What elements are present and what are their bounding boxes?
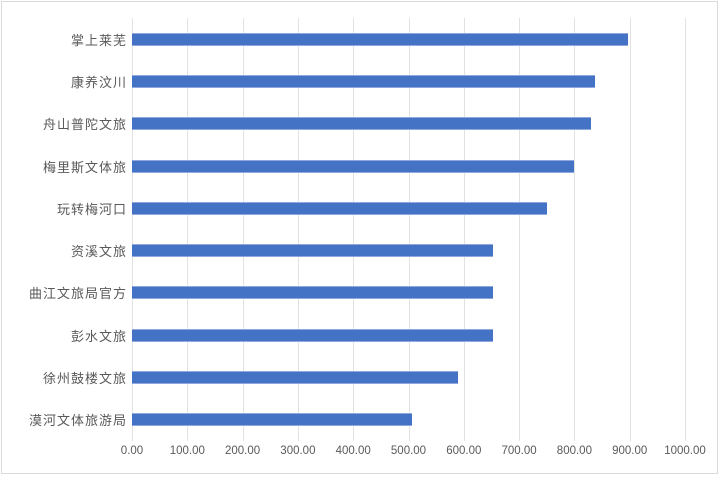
- category-label-row: 梅里斯文体旅: [0, 145, 127, 187]
- gridline: [463, 18, 465, 441]
- gridline: [353, 18, 355, 441]
- bar: [132, 201, 547, 215]
- bar: [132, 371, 458, 385]
- gridline: [519, 18, 521, 441]
- category-axis: 掌上莱芜康养汶川舟山普陀文旅 梅里斯文体旅玩转梅河口资溪文旅曲江文旅局官方彭水文旅…: [0, 18, 127, 441]
- bar: [132, 117, 591, 131]
- bar-rows: [132, 18, 685, 441]
- x-tick-label: 400.00: [335, 445, 371, 457]
- bar-row: [132, 187, 685, 229]
- x-tick-label: 100.00: [169, 445, 205, 457]
- category-label-row: 彭水文旅: [0, 314, 127, 356]
- bar: [132, 244, 493, 258]
- x-tick-label: 900.00: [612, 445, 648, 457]
- x-tick-label: 700.00: [501, 445, 537, 457]
- category-label-row: 曲江文旅局官方: [0, 272, 127, 314]
- bar-row: [132, 103, 685, 145]
- bar-row: [132, 356, 685, 398]
- category-label-row: 徐州鼓楼文旅: [0, 356, 127, 398]
- x-tick-label: 500.00: [390, 445, 427, 457]
- bar-row: [132, 60, 685, 102]
- category-label: 康养汶川: [70, 74, 127, 90]
- category-label: 彭水文旅: [70, 328, 127, 344]
- category-label-row: 掌上莱芜: [0, 18, 127, 60]
- x-tick-label: 800.00: [556, 445, 592, 457]
- plot-area: [132, 18, 686, 441]
- bar: [132, 32, 629, 46]
- category-label-row: 漠河文体旅游局: [0, 399, 127, 441]
- bar-row: [132, 399, 685, 441]
- gridline: [242, 18, 244, 441]
- bar: [132, 159, 575, 173]
- gridline: [132, 18, 133, 441]
- gridline: [574, 18, 576, 441]
- category-label: 漠河文体旅游局: [28, 413, 127, 429]
- x-tick-label: 200.00: [225, 445, 261, 457]
- bar-row: [132, 145, 685, 187]
- category-label-row: 玩转梅河口: [0, 187, 127, 229]
- bar-row: [132, 18, 685, 60]
- bar-row: [132, 229, 685, 271]
- gridline: [685, 18, 686, 441]
- value-axis: 0.00 100.00 200.00 300.00 400.00 500.00 600.00…: [0, 445, 720, 463]
- bar: [132, 74, 595, 88]
- category-label: 玩转梅河口: [56, 201, 127, 217]
- bar-row: [132, 272, 685, 314]
- category-label: 舟山普陀文旅: [42, 117, 127, 133]
- category-label-row: 资溪文旅: [0, 229, 127, 271]
- bar: [132, 328, 493, 342]
- gridline: [629, 18, 631, 441]
- x-tick-label: 300.00: [280, 445, 316, 457]
- x-tick-label: 1000.00: [664, 445, 706, 457]
- category-label: 掌上莱芜: [70, 32, 127, 48]
- bar: [132, 286, 493, 300]
- gridline: [187, 18, 189, 441]
- bar: [132, 413, 413, 427]
- category-label: 徐州鼓楼文旅: [42, 371, 127, 387]
- category-label-row: 康养汶川: [0, 60, 127, 102]
- bar-row: [132, 314, 685, 356]
- x-tick-label: 0.00: [120, 445, 144, 457]
- x-tick-label: 600.00: [446, 445, 482, 457]
- category-label: 曲江文旅局官方: [28, 286, 127, 302]
- category-label: 梅里斯文体旅: [42, 159, 127, 175]
- category-label-row: 舟山普陀文旅: [0, 103, 127, 145]
- gridline: [297, 18, 299, 441]
- category-label: 资溪文旅: [70, 244, 127, 260]
- gridline: [408, 18, 410, 441]
